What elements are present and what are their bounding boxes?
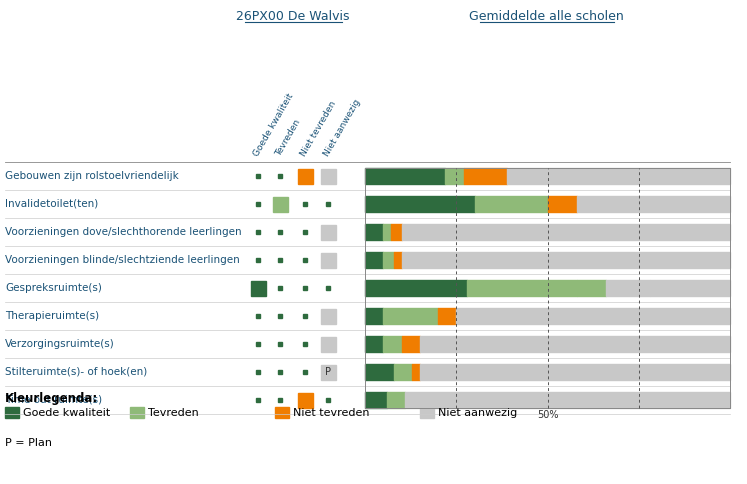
Bar bbox=[394, 252, 401, 268]
Bar bbox=[577, 196, 730, 212]
Text: Verzorgingsruimte(s): Verzorgingsruimte(s) bbox=[5, 339, 115, 349]
Text: Voorzieningen dove/slechthorende leerlingen: Voorzieningen dove/slechthorende leerlin… bbox=[5, 227, 241, 237]
Bar bbox=[474, 196, 548, 212]
Bar bbox=[275, 407, 289, 418]
Bar bbox=[320, 253, 335, 268]
Text: Tevreden: Tevreden bbox=[274, 118, 303, 158]
Bar bbox=[365, 336, 383, 352]
Text: Niet aanwezig: Niet aanwezig bbox=[322, 98, 362, 158]
Bar bbox=[387, 392, 405, 408]
Text: Goede kwaliteit: Goede kwaliteit bbox=[252, 92, 296, 158]
Bar bbox=[412, 364, 420, 380]
Bar bbox=[467, 280, 577, 296]
Text: Niet aanwezig: Niet aanwezig bbox=[438, 408, 517, 418]
Bar bbox=[365, 168, 445, 184]
Text: P = Plan: P = Plan bbox=[5, 438, 52, 448]
Bar bbox=[320, 225, 335, 240]
Bar bbox=[383, 252, 394, 268]
Text: Therapieruimte(s): Therapieruimte(s) bbox=[5, 311, 99, 321]
Text: Gemiddelde alle scholen: Gemiddelde alle scholen bbox=[468, 10, 624, 22]
Text: 50%: 50% bbox=[537, 410, 558, 420]
Bar bbox=[401, 224, 730, 240]
Text: Kleurlegenda:: Kleurlegenda: bbox=[5, 392, 99, 405]
Text: Voorzieningen blinde/slechtziende leerlingen: Voorzieningen blinde/slechtziende leerli… bbox=[5, 255, 240, 265]
Text: Niet tevreden: Niet tevreden bbox=[300, 100, 338, 158]
Bar bbox=[394, 364, 412, 380]
Bar bbox=[464, 168, 507, 184]
Text: Gespreksruimte(s): Gespreksruimte(s) bbox=[5, 283, 102, 293]
Bar bbox=[365, 392, 387, 408]
Bar bbox=[445, 168, 464, 184]
Bar bbox=[365, 224, 383, 240]
Text: Tevreden: Tevreden bbox=[148, 408, 199, 418]
Bar bbox=[606, 280, 650, 296]
Text: Stilteruimte(s)- of hoek(en): Stilteruimte(s)- of hoek(en) bbox=[5, 367, 147, 377]
Bar bbox=[548, 196, 577, 212]
Bar bbox=[320, 336, 335, 351]
Bar bbox=[383, 224, 391, 240]
Bar bbox=[405, 392, 730, 408]
Bar bbox=[391, 224, 401, 240]
Bar bbox=[401, 252, 730, 268]
Bar bbox=[5, 407, 19, 418]
Bar bbox=[365, 280, 467, 296]
Bar bbox=[297, 393, 312, 408]
Text: Niet tevreden: Niet tevreden bbox=[293, 408, 370, 418]
Text: Gebouwen zijn rolstoelvriendelijk: Gebouwen zijn rolstoelvriendelijk bbox=[5, 171, 179, 181]
Bar bbox=[320, 168, 335, 183]
Bar bbox=[577, 280, 606, 296]
Bar bbox=[438, 308, 456, 324]
Text: Invalidetoilet(ten): Invalidetoilet(ten) bbox=[5, 199, 99, 209]
Bar bbox=[130, 407, 144, 418]
Bar bbox=[365, 364, 394, 380]
Bar bbox=[383, 308, 438, 324]
Bar bbox=[320, 308, 335, 323]
Bar bbox=[365, 308, 383, 324]
Bar bbox=[507, 168, 730, 184]
Bar bbox=[365, 252, 383, 268]
Text: Time out ruimte(s): Time out ruimte(s) bbox=[5, 395, 102, 405]
Bar bbox=[320, 364, 335, 379]
Bar bbox=[401, 336, 420, 352]
Text: P: P bbox=[325, 367, 331, 377]
Bar bbox=[250, 281, 265, 296]
Bar bbox=[297, 168, 312, 183]
Text: Goede kwaliteit: Goede kwaliteit bbox=[23, 408, 111, 418]
Bar bbox=[420, 407, 434, 418]
Bar bbox=[420, 364, 730, 380]
Bar bbox=[456, 308, 730, 324]
Bar bbox=[650, 280, 730, 296]
Text: 26PX00 De Walvis: 26PX00 De Walvis bbox=[236, 10, 350, 22]
Bar bbox=[273, 197, 288, 212]
Bar bbox=[383, 336, 401, 352]
Bar bbox=[365, 196, 474, 212]
Bar bbox=[420, 336, 730, 352]
